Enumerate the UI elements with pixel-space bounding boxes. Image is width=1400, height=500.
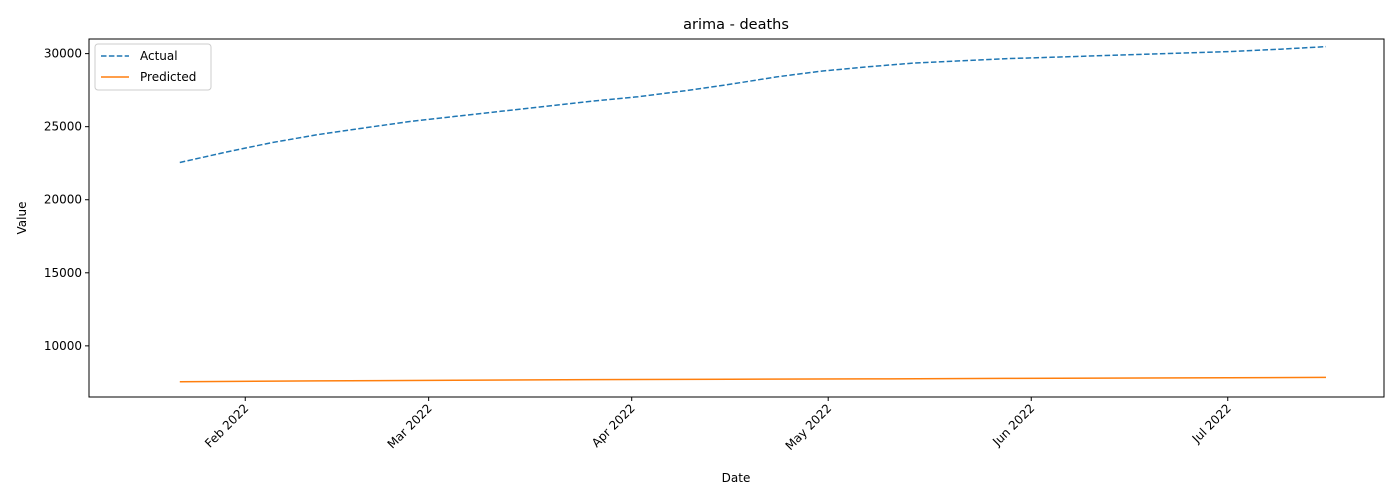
y-tick-label-3: 25000 — [44, 120, 82, 134]
x-tick-label-4: Jun 2022 — [989, 401, 1037, 449]
x-tick-label-5: Jul 2022 — [1189, 401, 1234, 446]
x-axis-label: Date — [722, 471, 751, 485]
plot-content: 10000 15000 20000 25000 30000 Feb 2022 Mar 202… — [44, 45, 1327, 453]
y-tick-label-4: 30000 — [44, 47, 82, 61]
x-tick-label-3: May 2022 — [783, 401, 835, 453]
series-line-predicted — [179, 376, 1327, 383]
series-line-actual — [179, 45, 1327, 164]
y-tick-label-2: 20000 — [44, 193, 82, 207]
legend-box — [94, 43, 212, 91]
plot-frame — [88, 38, 1385, 398]
y-tick-label-0: 10000 — [44, 339, 82, 353]
y-axis-label: Value — [15, 202, 29, 235]
chart-title: arima - deaths — [683, 17, 789, 33]
legend: Actual Predicted — [94, 43, 212, 91]
x-tick-label-1: Mar 2022 — [385, 401, 435, 451]
y-tick-label-1: 15000 — [44, 266, 82, 280]
x-tick-label-0: Feb 2022 — [202, 401, 251, 450]
legend-label-actual: Actual — [140, 49, 178, 63]
legend-label-predicted: Predicted — [140, 70, 196, 84]
x-tick-label-2: Apr 2022 — [589, 401, 638, 450]
